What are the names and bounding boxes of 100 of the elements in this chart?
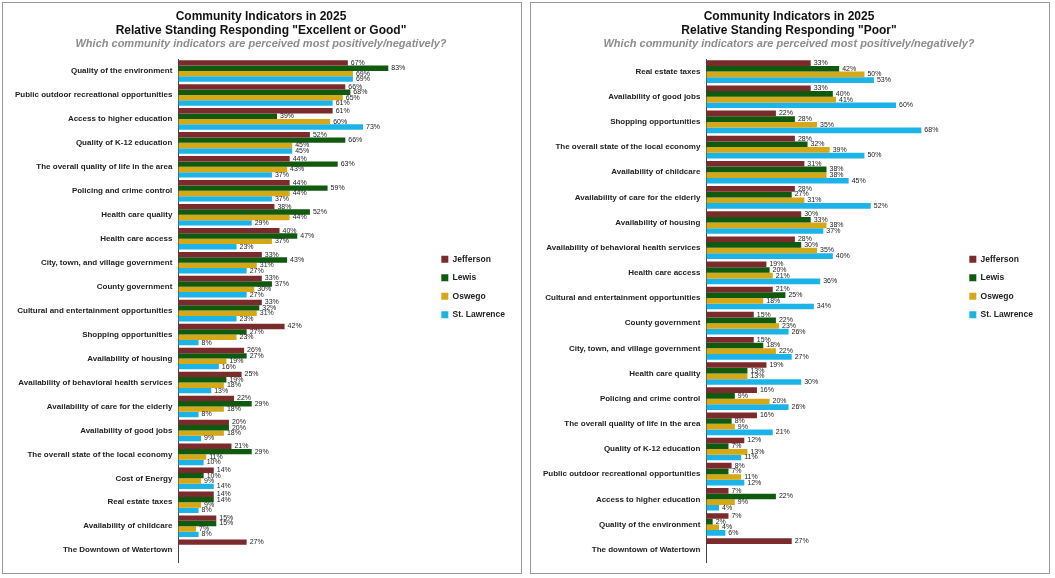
bar	[706, 513, 729, 519]
bar	[178, 491, 214, 497]
y-tick-label: Public outdoor recreational opportunities	[15, 90, 173, 100]
bar	[706, 242, 802, 248]
bar	[178, 334, 237, 340]
bar	[706, 448, 748, 455]
bar	[178, 60, 348, 66]
bar	[706, 211, 802, 217]
bar	[706, 216, 811, 223]
bar	[706, 387, 757, 393]
bar	[178, 268, 247, 274]
bar	[178, 257, 288, 263]
bar	[178, 478, 202, 484]
bar	[178, 108, 333, 114]
bar	[706, 393, 735, 399]
bar	[178, 377, 227, 383]
bar	[706, 354, 792, 360]
bar	[706, 141, 808, 148]
bar	[178, 395, 234, 402]
y-tick-label: Access to higher education	[595, 494, 701, 504]
bar	[706, 362, 767, 368]
bar	[706, 160, 805, 167]
bar	[178, 292, 247, 298]
bar	[178, 89, 351, 95]
bar	[178, 70, 353, 77]
bar	[706, 487, 729, 494]
y-tick-label: Health care quality	[629, 368, 701, 378]
bar	[178, 113, 277, 119]
bar	[178, 185, 328, 191]
y-tick-label: Quality of the environment	[71, 66, 173, 76]
y-tick-label: Availability of good jobs	[80, 425, 173, 435]
bar	[178, 118, 331, 125]
bar	[178, 401, 252, 407]
bar	[706, 147, 830, 153]
y-tick-label: Cultural and entertainment opportunities	[545, 293, 701, 303]
bar	[706, 116, 795, 122]
bar	[178, 100, 333, 106]
y-tick-label: Access to higher education	[67, 114, 173, 124]
bar	[178, 156, 290, 162]
bar	[706, 253, 833, 260]
legend-label: Oswego	[452, 290, 486, 301]
legend-label: Jefferson	[452, 253, 491, 264]
bar	[706, 60, 811, 66]
bar	[178, 539, 247, 545]
bar	[178, 454, 207, 460]
bar	[706, 337, 754, 343]
y-tick-label: Availability of care for the elderly	[574, 192, 701, 202]
y-tick-label: Availability of housing	[87, 353, 173, 363]
bar	[178, 507, 199, 514]
bar	[706, 379, 802, 385]
bar	[178, 483, 214, 490]
bar	[178, 251, 262, 258]
bar	[706, 298, 764, 304]
bar	[706, 91, 833, 97]
bar	[178, 347, 245, 354]
bar	[178, 353, 247, 359]
y-tick-label: Health care access	[628, 268, 701, 278]
bar	[706, 102, 897, 109]
chart-subtitle: Which community indicators are perceived most positively/negatively?	[75, 37, 447, 50]
y-tick-label: Real estate taxes	[635, 66, 701, 76]
bar	[706, 323, 780, 329]
bar	[706, 228, 824, 234]
legend-label: Lewis	[980, 272, 1005, 283]
y-tick-label: Availability of behavioral health services	[18, 377, 173, 387]
bar	[706, 499, 735, 505]
bar	[178, 459, 204, 466]
bar	[178, 371, 242, 378]
bar	[178, 244, 237, 250]
bar	[178, 467, 214, 473]
bar	[178, 180, 290, 186]
legend-label: Lewis	[452, 272, 477, 283]
y-tick-label: The overall state of the local economy	[27, 449, 173, 459]
bar	[706, 348, 776, 354]
bar	[178, 76, 353, 82]
bar	[178, 220, 252, 226]
y-tick-label: Real estate taxes	[107, 497, 173, 507]
bar	[178, 281, 272, 287]
bar	[706, 468, 729, 475]
bar	[706, 236, 795, 243]
bar	[706, 443, 729, 449]
bar	[178, 275, 262, 282]
bar	[706, 418, 732, 424]
y-tick-label: County government	[96, 281, 173, 291]
bar	[706, 172, 827, 178]
bar	[706, 367, 748, 374]
bar	[178, 363, 219, 370]
bar	[178, 84, 346, 90]
y-tick-label: Availability of good jobs	[608, 91, 701, 101]
chart-subtitle: Which community indicators are perceived most positively/negatively?	[603, 37, 975, 50]
y-tick-label: City, town, and village government	[40, 257, 173, 267]
legend-label: Jefferson	[980, 253, 1019, 264]
bar	[706, 524, 719, 531]
y-tick-label: Availability of childcare	[83, 521, 173, 531]
bar	[178, 148, 293, 154]
legend-label: Oswego	[980, 290, 1014, 301]
y-tick-label: Health care quality	[101, 209, 173, 219]
bar	[178, 419, 229, 426]
bar	[178, 411, 199, 418]
y-tick-label: Policing and crime control	[599, 393, 701, 403]
bar	[178, 142, 293, 149]
